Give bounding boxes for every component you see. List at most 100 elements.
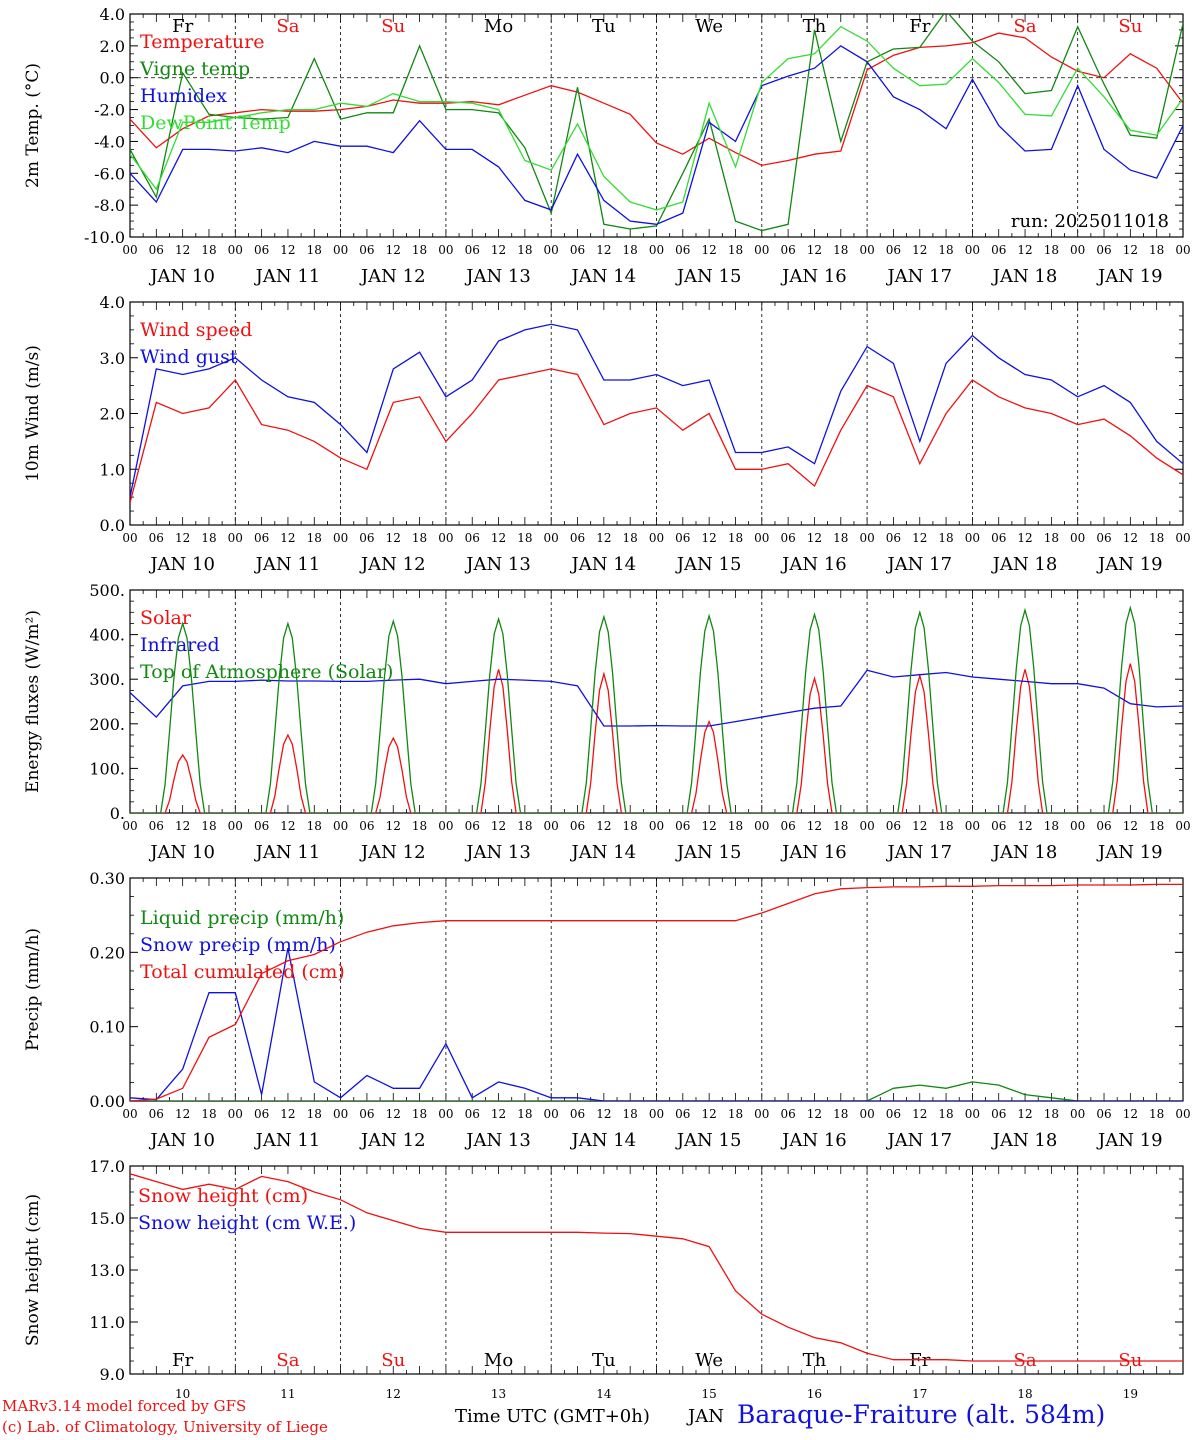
date-label: JAN 12 [359, 554, 426, 575]
hour-tick-label: 00 [859, 531, 874, 545]
date-label: JAN 10 [148, 1130, 215, 1151]
hour-tick-label: 00 [754, 819, 769, 833]
y-tick-label: 0.0 [100, 69, 125, 88]
y-tick-label: 1.0 [100, 460, 125, 479]
hour-tick-label: 12 [1017, 819, 1032, 833]
hour-tick-label: 18 [938, 1107, 953, 1121]
date-label: JAN 16 [780, 842, 847, 863]
hour-tick-label: 12 [702, 1107, 717, 1121]
hour-tick-label: 06 [254, 819, 269, 833]
legend-entry: Snow height (cm W.E.) [138, 1212, 356, 1234]
hour-tick-label: 18 [1044, 531, 1059, 545]
hour-tick-label: 06 [254, 243, 269, 257]
hour-tick-label: 18 [1149, 819, 1164, 833]
hour-tick-label: 18 [412, 243, 427, 257]
hour-tick-label: 06 [570, 819, 585, 833]
hour-tick-label: 12 [175, 531, 190, 545]
series-line-1 [130, 947, 1183, 1101]
y-axis-label: 10m Wind (m/s) [23, 345, 43, 482]
hour-tick-label: 00 [1175, 531, 1190, 545]
y-tick-label: 13.0 [89, 1261, 125, 1280]
hour-tick-label: 12 [175, 243, 190, 257]
hour-tick-label: 00 [438, 531, 453, 545]
hour-tick-label: 18 [833, 531, 848, 545]
date-label: JAN 16 [780, 554, 847, 575]
weekday-label: Sa [1014, 16, 1037, 37]
hour-tick-label: 18 [623, 243, 638, 257]
hour-tick-label: 00 [333, 819, 348, 833]
hour-tick-label: 18 [307, 531, 322, 545]
hour-tick-label: 00 [1070, 531, 1085, 545]
hour-tick-label: 06 [149, 531, 164, 545]
y-tick-label: -4.0 [94, 132, 125, 151]
y-tick-label: 11.0 [89, 1313, 125, 1332]
hour-tick-label: 18 [307, 243, 322, 257]
hour-tick-label: 12 [386, 819, 401, 833]
weekday-label: Su [1118, 16, 1142, 37]
hour-tick-label: 12 [491, 819, 506, 833]
day-number-label: 19 [1123, 1387, 1138, 1401]
hour-tick-label: 18 [307, 819, 322, 833]
hour-tick-label: 00 [859, 243, 874, 257]
station-title: Baraque-Fraiture (alt. 584m) [737, 1400, 1106, 1429]
y-tick-label: 15.0 [89, 1209, 125, 1228]
hour-tick-label: 00 [754, 1107, 769, 1121]
hour-tick-label: 12 [386, 243, 401, 257]
hour-tick-label: 12 [491, 1107, 506, 1121]
hour-tick-label: 18 [412, 1107, 427, 1121]
hour-tick-label: 06 [465, 243, 480, 257]
hour-tick-label: 12 [807, 1107, 822, 1121]
hour-tick-label: 00 [859, 819, 874, 833]
date-label: JAN 11 [254, 266, 321, 287]
hour-tick-label: 12 [702, 531, 717, 545]
series-line-0 [130, 32, 1183, 166]
date-label: JAN 11 [254, 554, 321, 575]
y-axis-label: 2m Temp. (°C) [23, 63, 43, 188]
hour-tick-label: 12 [807, 531, 822, 545]
hour-tick-label: 18 [1044, 1107, 1059, 1121]
weekday-label: Mo [484, 1350, 513, 1371]
legend-entry: Snow height (cm) [138, 1185, 308, 1207]
hour-tick-label: 18 [1149, 1107, 1164, 1121]
series-line-1 [130, 323, 1183, 498]
date-label: JAN 15 [675, 1130, 742, 1151]
date-label: JAN 10 [148, 842, 215, 863]
date-label: JAN 14 [570, 842, 637, 863]
hour-tick-label: 12 [596, 819, 611, 833]
weekday-label: Fr [172, 16, 193, 37]
hour-tick-label: 18 [201, 1107, 216, 1121]
hour-tick-label: 00 [228, 243, 243, 257]
model-credit: MARv3.14 model forced by GFS [2, 1397, 247, 1415]
hour-tick-label: 06 [359, 243, 374, 257]
hour-tick-label: 06 [570, 1107, 585, 1121]
hour-tick-label: 06 [254, 1107, 269, 1121]
date-label: JAN 18 [991, 842, 1058, 863]
weekday-label: Tu [592, 1350, 616, 1371]
legend-entry: Total cumulated (cm) [140, 961, 345, 983]
hour-tick-label: 06 [1096, 243, 1111, 257]
date-label: JAN 19 [1096, 266, 1163, 287]
hour-tick-label: 18 [728, 819, 743, 833]
hour-tick-label: 06 [886, 819, 901, 833]
weekday-label: Su [381, 16, 405, 37]
hour-tick-label: 18 [938, 243, 953, 257]
hour-tick-label: 12 [702, 819, 717, 833]
hour-tick-label: 12 [912, 243, 927, 257]
y-tick-label: -10.0 [84, 228, 125, 247]
hour-tick-label: 00 [649, 819, 664, 833]
hour-tick-label: 12 [807, 243, 822, 257]
weekday-label: We [695, 16, 723, 37]
lab-credit: (c) Lab. of Climatology, University of L… [2, 1418, 328, 1436]
hour-tick-label: 00 [122, 1107, 137, 1121]
y-tick-label: -6.0 [94, 164, 125, 183]
y-tick-label: 17.0 [89, 1157, 125, 1176]
hour-tick-label: 18 [833, 243, 848, 257]
hour-tick-label: 12 [491, 243, 506, 257]
hour-tick-label: 00 [1070, 819, 1085, 833]
hour-tick-label: 06 [570, 531, 585, 545]
hour-tick-label: 06 [780, 819, 795, 833]
legend-entry: Wind speed [140, 319, 252, 341]
y-tick-label: 2.0 [100, 405, 125, 424]
y-tick-label: 0.30 [89, 869, 125, 888]
y-tick-label: -8.0 [94, 196, 125, 215]
